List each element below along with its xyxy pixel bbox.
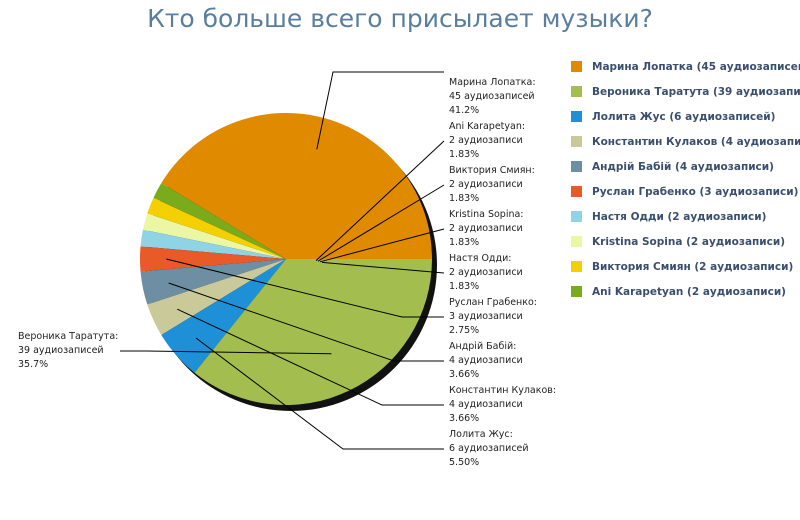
slice-label-name: Kristina Sopina:	[449, 209, 524, 220]
slice-label-count: 3 аудиозаписи	[449, 311, 523, 322]
slice-label-вероника-таратута: Вероника Таратута: 39 аудиозаписей 35.7%	[18, 330, 118, 372]
pie-chart	[120, 71, 445, 450]
legend-item-вероника-таратута[interactable]: Вероника Таратута (39 аудиозаписей)	[571, 79, 800, 104]
legend-label: Вероника Таратута (39 аудиозаписей)	[592, 85, 800, 98]
slice-label-percent: 3.66%	[449, 413, 480, 424]
slice-label-percent: 1.83%	[449, 193, 480, 204]
slice-label-percent: 2.75%	[449, 325, 480, 336]
legend-swatch	[571, 186, 582, 197]
legend-item-константин-кулаков[interactable]: Константин Кулаков (4 аудиозаписи)	[571, 129, 800, 154]
slice-label-count: 45 аудиозаписей	[449, 91, 535, 102]
legend-swatch	[571, 236, 582, 247]
slice-label-count: 2 аудиозаписи	[449, 267, 523, 278]
legend-swatch	[571, 211, 582, 222]
legend-label: Виктория Смиян (2 аудиозаписи)	[592, 260, 794, 273]
legend-item-руслан-грабенко[interactable]: Руслан Грабенко (3 аудиозаписи)	[571, 179, 800, 204]
pie-slice-kristina-sopina	[142, 213, 286, 259]
pie-slice-ani-karapetyan	[153, 182, 286, 259]
slice-label-kristina-sopina: Kristina Sopina: 2 аудиозаписи 1.83%	[449, 208, 524, 250]
legend-swatch	[571, 136, 582, 147]
slice-label-марина-лопатка: Марина Лопатка: 45 аудиозаписей 41.2%	[449, 76, 536, 118]
legend-swatch	[571, 286, 582, 297]
slice-label-percent: 1.83%	[449, 149, 480, 160]
slice-label-percent: 5.50%	[449, 457, 480, 468]
pie-slice-лолита-жус	[161, 259, 286, 373]
leader-line-руслан-грабенко	[166, 258, 444, 318]
leader-line-андрій-бабій	[168, 282, 444, 362]
leader-line-ani-karapetyan	[315, 140, 445, 261]
legend-item-андрій-бабій[interactable]: Андрій Бабій (4 аудиозаписи)	[571, 154, 800, 179]
legend-label: Ani Karapetyan (2 аудиозаписи)	[592, 285, 786, 298]
legend-label: Марина Лопатка (45 аудиозаписей)	[592, 60, 800, 73]
slice-label-name: Настя Одди:	[449, 253, 512, 264]
slice-label-настя-одди: Настя Одди: 2 аудиозаписи 1.83%	[449, 252, 523, 294]
pie-slice-вероника-таратута	[194, 259, 432, 405]
slice-label-name: Андрій Бабій:	[449, 341, 517, 352]
slice-label-count: 2 аудиозаписи	[449, 135, 523, 146]
leader-line-вероника-таратута	[120, 350, 332, 355]
legend-item-марина-лопатка[interactable]: Марина Лопатка (45 аудиозаписей)	[571, 54, 800, 79]
slice-label-percent: 3.66%	[449, 369, 480, 380]
pie-slice-руслан-грабенко	[140, 246, 286, 272]
leader-line-виктория-смиян	[317, 184, 445, 262]
legend-swatch	[571, 111, 582, 122]
chart-title: Кто больше всего присылает музыки?	[147, 4, 653, 33]
slice-label-ani-karapetyan: Ani Karapetyan: 2 аудиозаписи 1.83%	[449, 120, 525, 162]
leader-line-марина-лопатка	[316, 71, 444, 150]
pie-slice-марина-лопатка	[161, 112, 432, 259]
slice-label-percent: 1.83%	[449, 237, 480, 248]
slice-label-count: 4 аудиозаписи	[449, 355, 523, 366]
slice-label-count: 39 аудиозаписей	[18, 345, 104, 356]
slice-label-name: Вероника Таратута:	[18, 331, 119, 342]
slice-label-андрій-бабій: Андрій Бабій: 4 аудиозаписи 3.66%	[449, 340, 523, 382]
chart-legend: Марина Лопатка (45 аудиозаписей) Вероника…	[571, 54, 800, 304]
slice-label-name: Руслан Грабенко:	[449, 297, 538, 308]
leader-line-kristina-sopina	[319, 228, 445, 263]
legend-item-ani-karapetyan[interactable]: Ani Karapetyan (2 аудиозаписи)	[571, 279, 800, 304]
slice-label-name: Ani Karapetyan:	[449, 121, 526, 132]
slice-label-percent: 1.83%	[449, 281, 480, 292]
slice-label-percent: 41.2%	[449, 105, 480, 116]
slice-label-лолита-жус: Лолита Жус: 6 аудиозаписей 5.50%	[449, 428, 529, 470]
slice-label-count: 2 аудиозаписи	[449, 223, 523, 234]
slice-label-count: 6 аудиозаписей	[449, 443, 529, 454]
legend-item-виктория-смиян[interactable]: Виктория Смиян (2 аудиозаписи)	[571, 254, 800, 279]
legend-swatch	[571, 161, 582, 172]
legend-item-kristina-sopina[interactable]: Kristina Sopina (2 аудиозаписи)	[571, 229, 800, 254]
slice-label-виктория-смиян: Виктория Смиян: 2 аудиозаписи 1.83%	[449, 164, 535, 206]
legend-swatch	[571, 86, 582, 97]
pie-slice-настя-одди	[140, 229, 286, 259]
slice-label-руслан-грабенко: Руслан Грабенко: 3 аудиозаписи 2.75%	[449, 296, 537, 338]
legend-label: Константин Кулаков (4 аудиозаписи)	[592, 135, 800, 148]
slice-label-percent: 35.7%	[18, 359, 49, 370]
slice-label-name: Виктория Смиян:	[449, 165, 535, 176]
legend-swatch	[571, 261, 582, 272]
leader-line-настя-одди	[321, 261, 445, 274]
legend-label: Настя Одди (2 аудиозаписи)	[592, 210, 767, 223]
slice-label-константин-кулаков: Константин Кулаков: 4 аудиозаписи 3.66%	[449, 384, 556, 426]
leader-line-лолита-жус	[195, 337, 444, 450]
slice-label-count: 2 аудиозаписи	[449, 179, 523, 190]
slice-label-name: Марина Лопатка:	[449, 77, 536, 88]
legend-label: Руслан Грабенко (3 аудиозаписи)	[592, 185, 799, 198]
legend-item-лолита-жус[interactable]: Лолита Жус (6 аудиозаписей)	[571, 104, 800, 129]
legend-label: Kristina Sopina (2 аудиозаписи)	[592, 235, 786, 248]
slice-label-count: 4 аудиозаписи	[449, 399, 523, 410]
slice-label-name: Лолита Жус:	[449, 429, 513, 440]
leader-line-константин-кулаков	[177, 308, 444, 406]
legend-label: Лолита Жус (6 аудиозаписей)	[592, 110, 776, 123]
slice-label-name: Константин Кулаков:	[449, 385, 557, 396]
pie-slice-виктория-смиян	[147, 197, 286, 259]
legend-item-настя-одди[interactable]: Настя Одди (2 аудиозаписи)	[571, 204, 800, 229]
pie-slice-андрій-бабій	[140, 259, 286, 305]
legend-label: Андрій Бабій (4 аудиозаписи)	[592, 160, 774, 173]
legend-swatch	[571, 61, 582, 72]
pie-slice-константин-кулаков	[147, 259, 286, 336]
